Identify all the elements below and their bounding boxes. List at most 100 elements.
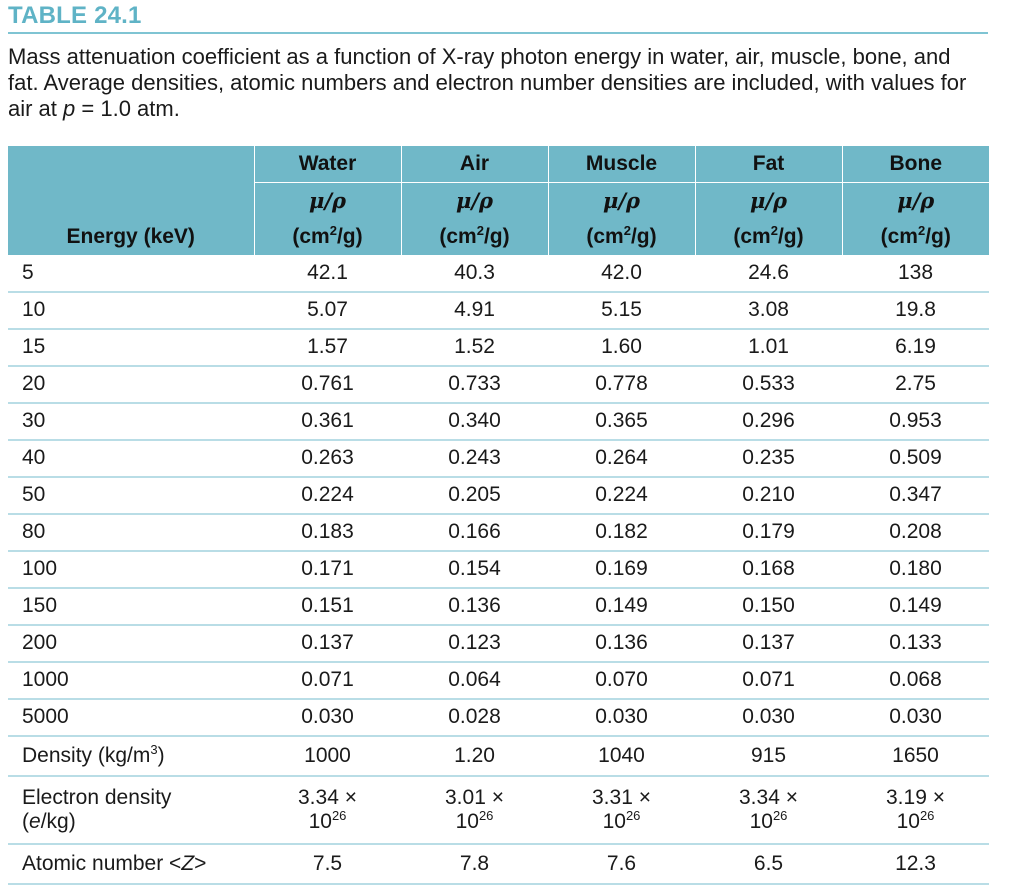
electron-density-mantissa: 3.34 × bbox=[298, 785, 357, 809]
title-divider bbox=[8, 32, 988, 34]
value-cell: 0.361 bbox=[254, 402, 401, 441]
electron-density-base: 10 bbox=[896, 809, 920, 833]
electron-density-mantissa: 3.19 × bbox=[886, 785, 945, 809]
column-unit: (cm2/g) bbox=[548, 219, 696, 255]
value-cell: 0.171 bbox=[254, 550, 401, 589]
atomic-number-label-close: > bbox=[194, 851, 207, 875]
electron-density-exponent: 26 bbox=[478, 807, 494, 823]
value-cell: 0.509 bbox=[842, 439, 989, 478]
energy-cell: 5 bbox=[8, 255, 254, 293]
electron-density-value: 3.01 × 1026 bbox=[401, 775, 548, 845]
atomic-number-label-text: Atomic number < bbox=[22, 851, 182, 875]
value-cell: 0.150 bbox=[695, 587, 842, 626]
density-value: 915 bbox=[695, 735, 842, 777]
value-cell: 0.030 bbox=[842, 698, 989, 737]
density-label: Density (kg/m3) bbox=[8, 735, 254, 777]
column-quantity: μ/ρ bbox=[401, 182, 549, 219]
energy-cell: 80 bbox=[8, 513, 254, 552]
energy-cell: 20 bbox=[8, 365, 254, 404]
value-cell: 0.136 bbox=[548, 624, 695, 663]
value-cell: 2.75 bbox=[842, 365, 989, 404]
electron-density-label-line1: Electron density bbox=[22, 785, 172, 809]
atomic-number-value: 7.6 bbox=[548, 843, 695, 885]
value-cell: 3.08 bbox=[695, 291, 842, 330]
value-cell: 0.182 bbox=[548, 513, 695, 552]
column-quantity: μ/ρ bbox=[548, 182, 696, 219]
table-row: 50 0.224 0.205 0.224 0.210 0.347 bbox=[8, 476, 989, 515]
value-cell: 0.208 bbox=[842, 513, 989, 552]
value-cell: 0.030 bbox=[254, 698, 401, 737]
value-cell: 1.01 bbox=[695, 328, 842, 367]
value-cell: 42.1 bbox=[254, 255, 401, 293]
energy-cell: 40 bbox=[8, 439, 254, 478]
value-cell: 42.0 bbox=[548, 255, 695, 293]
electron-density-label: Electron density (e/kg) bbox=[8, 775, 254, 845]
energy-cell: 30 bbox=[8, 402, 254, 441]
electron-density-label-close: /kg) bbox=[40, 809, 76, 833]
unit-suffix: /g) bbox=[483, 225, 510, 248]
electron-density-base: 10 bbox=[455, 809, 479, 833]
electron-density-exponent: 26 bbox=[625, 807, 641, 823]
value-cell: 0.149 bbox=[842, 587, 989, 626]
atomic-number-label: Atomic number <Z> bbox=[8, 843, 254, 885]
energy-cell: 200 bbox=[8, 624, 254, 663]
electron-density-label-open: ( bbox=[22, 809, 29, 833]
value-cell: 0.137 bbox=[695, 624, 842, 663]
electron-density-exponent: 26 bbox=[772, 807, 788, 823]
table-row: 15 1.57 1.52 1.60 1.01 6.19 bbox=[8, 328, 989, 367]
value-cell: 0.533 bbox=[695, 365, 842, 404]
value-cell: 0.205 bbox=[401, 476, 548, 515]
energy-cell: 1000 bbox=[8, 661, 254, 700]
attenuation-table: Energy (keV) Water Air Muscle Fat Bone μ/ρ μ/… bbox=[8, 146, 989, 885]
atomic-number-value: 7.8 bbox=[401, 843, 548, 885]
energy-column-header: Energy (keV) bbox=[8, 146, 255, 256]
energy-cell: 10 bbox=[8, 291, 254, 330]
value-cell: 5.15 bbox=[548, 291, 695, 330]
atomic-number-value: 7.5 bbox=[254, 843, 401, 885]
electron-density-base: 10 bbox=[602, 809, 626, 833]
table-row: 5 42.1 40.3 42.0 24.6 138 bbox=[8, 255, 989, 293]
unit-suffix: /g) bbox=[777, 225, 804, 248]
column-header-fat: Fat bbox=[695, 146, 843, 183]
table-label: TABLE 24.1 bbox=[8, 2, 142, 29]
value-cell: 4.91 bbox=[401, 291, 548, 330]
column-quantity: μ/ρ bbox=[254, 182, 402, 219]
density-value: 1650 bbox=[842, 735, 989, 777]
density-label-close: ) bbox=[157, 743, 165, 767]
table-header: Energy (keV) Water Air Muscle Fat Bone μ/ρ μ/… bbox=[8, 146, 989, 256]
density-value: 1000 bbox=[254, 735, 401, 777]
value-cell: 1.52 bbox=[401, 328, 548, 367]
value-cell: 0.340 bbox=[401, 402, 548, 441]
electron-density-mantissa: 3.34 × bbox=[739, 785, 798, 809]
electron-density-mantissa: 3.01 × bbox=[445, 785, 504, 809]
electron-density-value: 3.31 × 1026 bbox=[548, 775, 695, 845]
electron-density-mantissa: 3.31 × bbox=[592, 785, 651, 809]
value-cell: 19.8 bbox=[842, 291, 989, 330]
quantity-symbol: μ/ρ bbox=[602, 188, 640, 213]
value-cell: 0.224 bbox=[254, 476, 401, 515]
value-cell: 0.778 bbox=[548, 365, 695, 404]
value-cell: 40.3 bbox=[401, 255, 548, 293]
unit-suffix: /g) bbox=[925, 225, 951, 248]
quantity-symbol: μ/ρ bbox=[455, 188, 493, 213]
caption-text: Mass attenuation coefficient as a functi… bbox=[8, 44, 967, 121]
caption-variable: p bbox=[63, 96, 76, 121]
table-caption: Mass attenuation coefficient as a functi… bbox=[8, 44, 983, 122]
caption-suffix: = 1.0 atm. bbox=[75, 96, 180, 121]
value-cell: 5.07 bbox=[254, 291, 401, 330]
table-row: 100 0.171 0.154 0.169 0.168 0.180 bbox=[8, 550, 989, 589]
value-cell: 24.6 bbox=[695, 255, 842, 293]
value-cell: 0.136 bbox=[401, 587, 548, 626]
energy-cell: 15 bbox=[8, 328, 254, 367]
quantity-symbol: μ/ρ bbox=[749, 188, 787, 213]
column-unit: (cm2/g) bbox=[842, 219, 989, 255]
density-label-text: Density (kg/m bbox=[22, 743, 151, 767]
electron-density-base: 10 bbox=[749, 809, 773, 833]
value-cell: 138 bbox=[842, 255, 989, 293]
density-row: Density (kg/m3) 1000 1.20 1040 915 1650 bbox=[8, 735, 989, 777]
unit-prefix: (cm bbox=[586, 225, 624, 248]
unit-prefix: (cm bbox=[880, 225, 918, 248]
table-row: 10 5.07 4.91 5.15 3.08 19.8 bbox=[8, 291, 989, 330]
unit-exponent: 2 bbox=[917, 223, 926, 238]
